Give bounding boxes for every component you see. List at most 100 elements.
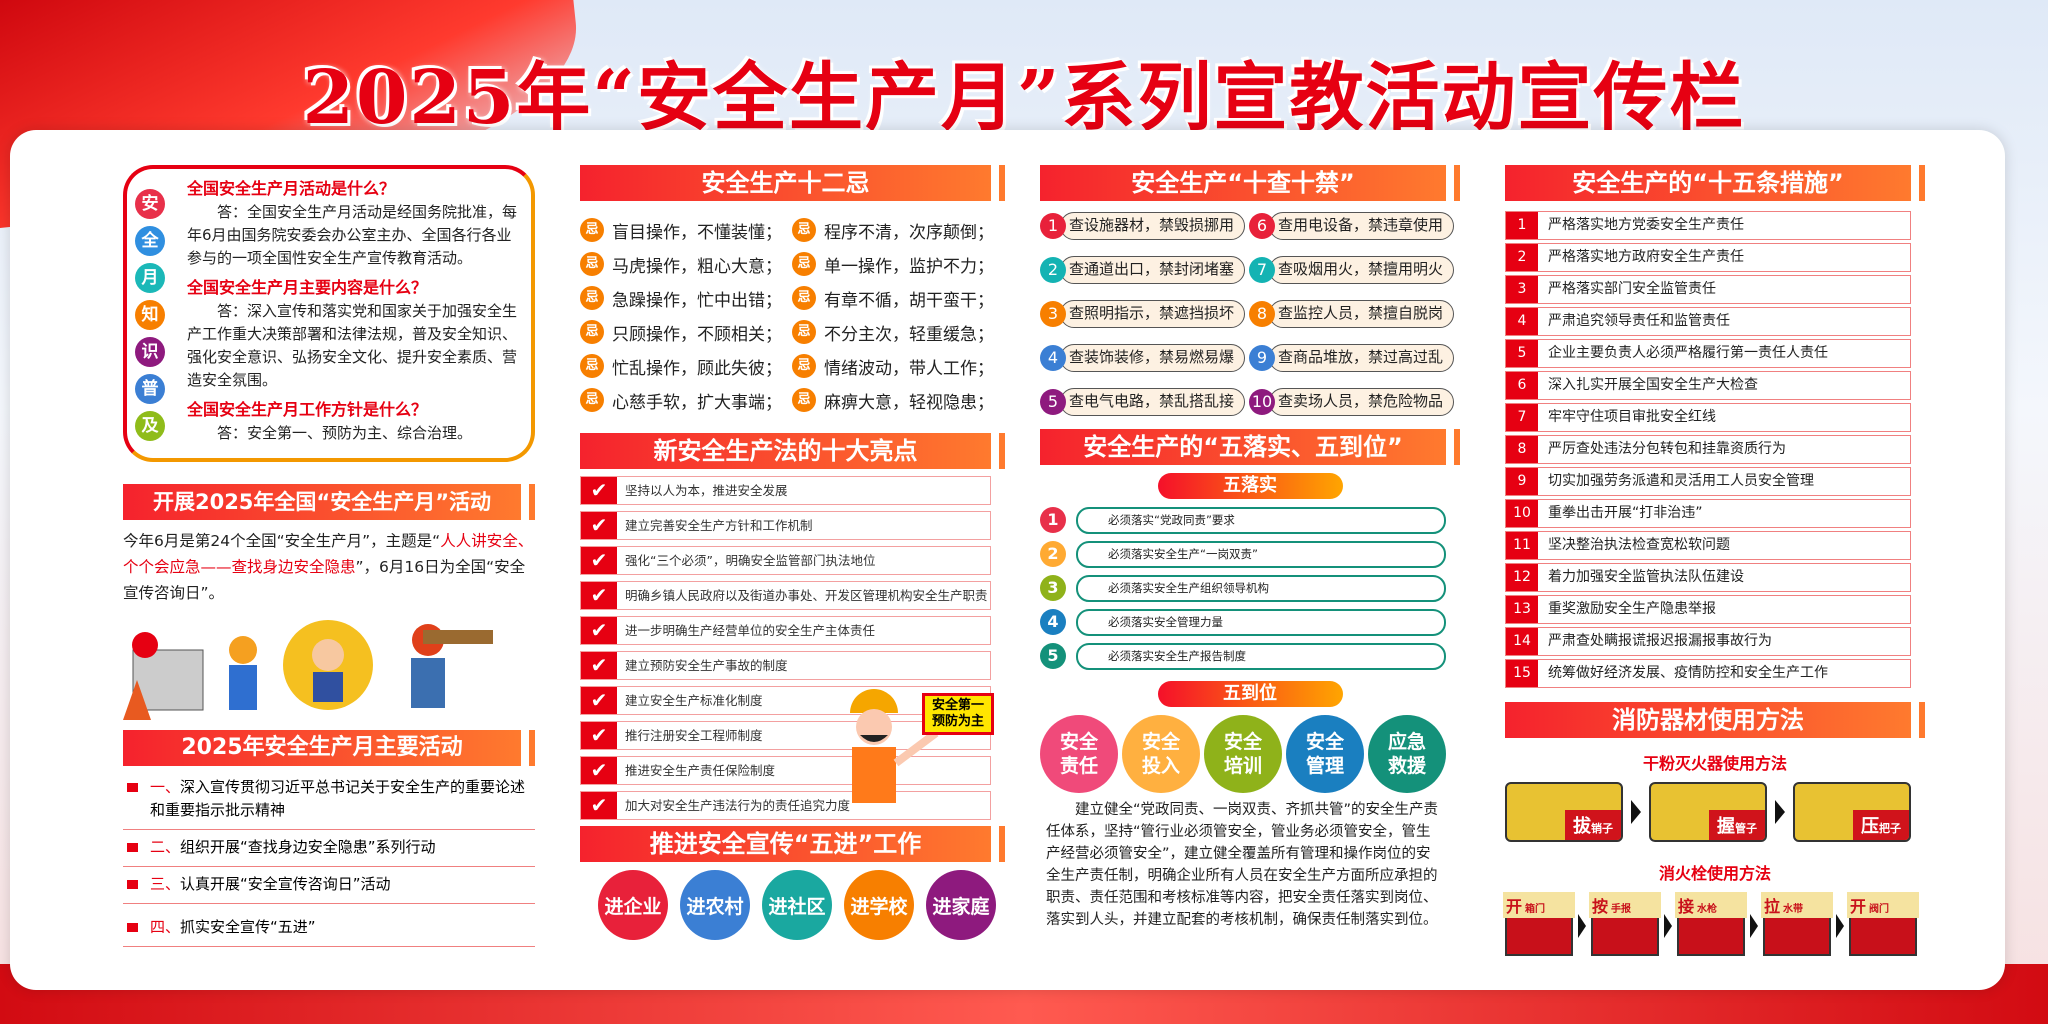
taboo-text: 单一操作，监护不力；: [824, 256, 994, 277]
daowei-text: 安全责任: [1059, 731, 1098, 777]
measure-row: 12 着力加强安全监管执法队伍建设: [1505, 563, 1911, 592]
arrow-icon: [1631, 800, 1641, 824]
column-3: 安全生产“十查十禁” 1 查设施器材，禁毁损挪用 2 查通道出口，禁封闭堵塞 3 查照明指…: [1040, 165, 1460, 931]
taboo-text: 忙乱操作，顾此失彼；: [612, 358, 782, 379]
checks-column-right: 6 查用电设备，禁违章使用 7 查吸烟用火，禁擅用明火 8 查监控人员，禁擅自脱岗 9 查商品…: [1249, 211, 1454, 431]
highlight-item: ✔ 推行注册安全工程师制度: [580, 721, 991, 750]
board-panel: [10, 130, 2005, 990]
taboo-text: 马虎操作，粗心大意；: [612, 256, 782, 277]
check-item: 7 查吸烟用火，禁擅用明火: [1249, 255, 1454, 285]
taboo-icon: 忌: [580, 286, 604, 310]
taboo-icon: 忌: [792, 286, 816, 310]
measure-text: 严肃查处瞒报谎报迟报漏报事故行为: [1548, 633, 1772, 649]
check-icon: ✔: [581, 757, 617, 784]
question: 全国安全生产月主要内容是什么？: [187, 278, 428, 297]
activity-text: 四、抓实安全宣传“五进”: [150, 916, 316, 939]
measure-text: 严格落实部门安全监管责任: [1548, 281, 1716, 297]
activity-text: 二、组织开展“查找身边安全隐患”系列行动: [150, 836, 436, 859]
twelve-list: 忌盲目操作，不懂装懂；忌程序不清，次序颠倒；忌马虎操作，粗心大意；忌单一操作，监…: [580, 213, 1005, 417]
taboo-icon: 忌: [792, 218, 816, 242]
check-text: 查电气电路，禁乱搭乱接: [1060, 388, 1245, 416]
highlight-text: 加大对安全生产违法行为的责任追究力度: [625, 798, 851, 813]
highlight-text: 进一步明确生产经营单位的安全生产主体责任: [625, 623, 876, 638]
activities-section: 2025年安全生产月主要活动 一、深入宣传贯彻习近平总书记关于安全生产的重要论述…: [123, 730, 535, 947]
launch-theme: 人人讲安全、个个会应急——查找身边安全隐患: [123, 532, 534, 576]
five-into-list: 进企业 进农村 进社区 进学校 进家庭: [598, 870, 1005, 940]
taboo-text: 心慈手软，扩大事端；: [612, 392, 782, 413]
check-number: 6: [1249, 213, 1275, 239]
measure-row: 6 深入扎实开展全国安全生产大检查: [1505, 371, 1911, 400]
measure-row: 5 企业主要负责人必须严格履行第一责任人责任: [1505, 339, 1911, 368]
measure-row: 15 统筹做好经济发展、疫情防控和安全生产工作: [1505, 659, 1911, 688]
luoshi-text: 必须落实安全管理力量: [1076, 608, 1446, 636]
measure-text: 深入扎实开展全国安全生产大检查: [1548, 377, 1758, 393]
arrow-icon: [1578, 914, 1586, 938]
highlight-text: 建立安全生产标准化制度: [625, 693, 763, 708]
luoshi-number: 2: [1040, 541, 1066, 567]
luoshi-text: 必须落实安全生产报告制度: [1076, 642, 1446, 670]
launch-text-b: ”，6月16日为全国“安全宣传咨询日”。: [123, 558, 526, 602]
answer: 答：深入宣传和落实党和国家关于加强安全生产工作重大决策部署和法律法规，普及安全知…: [187, 302, 518, 389]
measure-text: 坚决整治执法检查宽松软问题: [1548, 537, 1730, 553]
measure-text: 严厉查处违法分包转包和挂靠资质行为: [1548, 441, 1786, 457]
step-verb: 拔: [1573, 816, 1591, 837]
daowei-text: 安全培训: [1223, 731, 1262, 777]
activity-item: 一、深入宣传贯彻习近平总书记关于安全生产的重要论述和重要指示批示精神: [123, 770, 535, 830]
measure-row: 10 重拳出击开展“打非治违”: [1505, 499, 1911, 528]
step-label: 拉水带: [1761, 892, 1833, 918]
check-text: 查用电设备，禁违章使用: [1269, 212, 1454, 240]
answer: 答：安全第一、预防为主、综合治理。: [217, 424, 473, 442]
arrow-icon: [1750, 914, 1758, 938]
measure-row: 1 严格落实地方党委安全生产责任: [1505, 211, 1911, 240]
arrow-icon: [1664, 914, 1672, 938]
measure-text: 严肃追究领导责任和监管责任: [1548, 313, 1730, 329]
bullet-icon: [127, 880, 138, 889]
step-label: 开阀门: [1847, 892, 1919, 918]
check-item: 1 查设施器材，禁毁损挪用: [1040, 211, 1245, 241]
highlight-text: 坚持以人为本，推进安全发展: [625, 483, 788, 498]
activity-number: 四、: [150, 918, 181, 936]
check-item: 6 查用电设备，禁违章使用: [1249, 211, 1454, 241]
workers-illustration: [123, 620, 493, 720]
check-item: 2 查通道出口，禁封闭堵塞: [1040, 255, 1245, 285]
check-icon: ✔: [581, 722, 617, 749]
taboo-icon: 忌: [580, 320, 604, 344]
measure-number: 14: [1506, 628, 1538, 655]
question: 全国安全生产月工作方针是什么？: [187, 400, 428, 419]
activity-label: 抓实安全宣传“五进”: [180, 918, 316, 936]
step-verb: 拉: [1764, 897, 1781, 916]
measure-text: 统筹做好经济发展、疫情防控和安全生产工作: [1548, 665, 1828, 681]
luoshi-number: 4: [1040, 609, 1066, 635]
measure-text: 严格落实地方政府安全生产责任: [1548, 249, 1744, 265]
step-label: 拔销子: [1565, 810, 1621, 840]
hydrant-step: 按手报: [1589, 892, 1661, 956]
checks-column-left: 1 查设施器材，禁毁损挪用 2 查通道出口，禁封闭堵塞 3 查照明指示，禁遮挡损坏 4 查装饰…: [1040, 211, 1245, 431]
taboo-text: 有章不循，胡干蛮干；: [824, 290, 994, 311]
five-into-item: 进家庭: [926, 870, 996, 940]
highlight-text: 强化“三个必须”，明确安全监管部门执法地位: [625, 553, 876, 568]
taboo-icon: 忌: [792, 252, 816, 276]
check-icon: ✔: [581, 547, 617, 574]
daowei-text: 应急救援: [1387, 731, 1426, 777]
side-char-badge: 月: [135, 263, 165, 293]
step-object: 水带: [1783, 904, 1804, 915]
daowei-item: 安全责任: [1040, 715, 1118, 793]
step-label: 开箱门: [1503, 892, 1575, 918]
step-object: 把子: [1879, 822, 1901, 835]
extinguisher-step: 拔销子: [1505, 782, 1623, 842]
activity-label: 深入宣传贯彻习近平总书记关于安全生产的重要论述和重要指示批示精神: [150, 778, 526, 819]
five-into-header: 推进安全宣传“五进”工作: [580, 826, 1005, 862]
luoshi-list: 1 必须落实“党政同责”要求 2 必须落实安全生产“一岗双责” 3 必须落实安全生产组织领…: [1040, 503, 1446, 673]
step-label: 按手报: [1589, 892, 1661, 918]
taboo-text: 只顾操作，不顾相关；: [612, 324, 782, 345]
highlight-item: ✔ 建立安全生产标准化制度: [580, 686, 991, 715]
taboo-icon: 忌: [792, 354, 816, 378]
taboo-icon: 忌: [792, 388, 816, 412]
activity-number: 三、: [150, 875, 181, 893]
measure-number: 5: [1506, 340, 1538, 367]
activity-label: 组织开展“查找身边安全隐患”系列行动: [180, 838, 436, 856]
taboo-item: 忌单一操作，监护不力；: [792, 247, 1004, 281]
taboo-item: 忌程序不清，次序颠倒；: [792, 213, 1004, 247]
check-icon: ✔: [581, 582, 617, 609]
highlight-item: ✔ 建立完善安全生产方针和工作机制: [580, 511, 991, 540]
